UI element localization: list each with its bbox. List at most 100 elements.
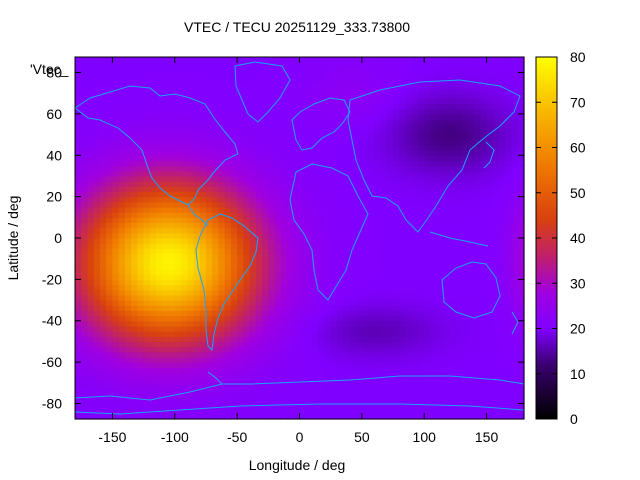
heatmap-cell bbox=[205, 253, 213, 260]
heatmap-cell bbox=[324, 67, 332, 74]
heatmap-cell bbox=[430, 300, 438, 306]
heatmap-cell bbox=[324, 387, 332, 394]
heatmap-cell bbox=[187, 238, 195, 244]
heatmap-cell bbox=[411, 284, 419, 291]
heatmap-cell bbox=[386, 227, 394, 234]
heatmap-cell bbox=[162, 129, 170, 136]
heatmap-cell bbox=[330, 72, 338, 79]
heatmap-cell bbox=[492, 129, 500, 136]
heatmap-cell bbox=[393, 150, 400, 156]
heatmap-cell bbox=[474, 258, 481, 265]
heatmap-cell bbox=[162, 325, 170, 332]
heatmap-cell bbox=[230, 346, 238, 353]
heatmap-cell bbox=[255, 382, 263, 389]
heatmap-cell bbox=[442, 165, 450, 172]
heatmap-cell bbox=[131, 248, 138, 255]
heatmap-cell bbox=[137, 315, 145, 322]
heatmap-cell bbox=[81, 181, 89, 187]
heatmap-cell bbox=[118, 408, 126, 415]
heatmap-cell bbox=[511, 294, 519, 301]
heatmap-cell bbox=[287, 274, 294, 280]
heatmap-cell bbox=[274, 341, 282, 348]
heatmap-cell bbox=[143, 263, 151, 270]
heatmap-cell bbox=[499, 129, 506, 136]
heatmap-cell bbox=[361, 227, 369, 234]
heatmap-cell bbox=[399, 186, 407, 193]
heatmap-cell bbox=[368, 310, 375, 317]
heatmap-cell bbox=[287, 279, 294, 286]
heatmap-cell bbox=[230, 336, 238, 343]
heatmap-cell bbox=[106, 300, 114, 306]
heatmap-cell bbox=[149, 144, 157, 151]
heatmap-cell bbox=[442, 346, 450, 353]
heatmap-cell bbox=[174, 398, 182, 405]
heatmap-cell bbox=[349, 279, 357, 286]
heatmap-cell bbox=[330, 93, 338, 99]
heatmap-cell bbox=[212, 134, 220, 141]
heatmap-cell bbox=[355, 243, 363, 249]
heatmap-cell bbox=[131, 320, 138, 327]
heatmap-cell bbox=[449, 377, 457, 384]
heatmap-cell bbox=[81, 175, 89, 182]
heatmap-cell bbox=[343, 284, 350, 291]
heatmap-cell bbox=[224, 129, 232, 136]
heatmap-cell bbox=[287, 62, 294, 68]
heatmap-cell bbox=[368, 403, 375, 410]
heatmap-cell bbox=[243, 300, 251, 306]
heatmap-cell bbox=[499, 119, 506, 125]
heatmap-cell bbox=[374, 294, 382, 301]
heatmap-cell bbox=[280, 222, 288, 229]
heatmap-cell bbox=[330, 175, 338, 182]
heatmap-cell bbox=[205, 170, 213, 177]
heatmap-cell bbox=[131, 155, 138, 162]
heatmap-cell bbox=[205, 248, 213, 255]
heatmap-cell bbox=[442, 320, 450, 327]
heatmap-cell bbox=[318, 294, 326, 301]
heatmap-cell bbox=[199, 274, 207, 280]
heatmap-cell bbox=[480, 155, 488, 162]
heatmap-cell bbox=[230, 201, 238, 208]
heatmap-cell bbox=[87, 62, 95, 68]
heatmap-cell bbox=[237, 186, 244, 193]
heatmap-cell bbox=[399, 160, 407, 167]
heatmap-cell bbox=[417, 356, 425, 363]
heatmap-cell bbox=[336, 77, 344, 84]
heatmap-cell bbox=[255, 129, 263, 136]
heatmap-cell bbox=[436, 253, 444, 260]
heatmap-cell bbox=[287, 103, 294, 110]
heatmap-cell bbox=[417, 408, 425, 415]
heatmap-cell bbox=[218, 67, 226, 74]
heatmap-cell bbox=[424, 320, 432, 327]
heatmap-cell bbox=[137, 336, 145, 343]
heatmap-cell bbox=[193, 144, 201, 151]
heatmap-cell bbox=[311, 119, 319, 125]
heatmap-cell bbox=[417, 134, 425, 141]
heatmap-cell bbox=[243, 331, 251, 337]
heatmap-cell bbox=[224, 206, 232, 213]
heatmap-cell bbox=[87, 67, 95, 74]
heatmap-cell bbox=[374, 351, 382, 358]
heatmap-cell bbox=[212, 372, 220, 379]
heatmap-cell bbox=[218, 88, 226, 94]
heatmap-cell bbox=[311, 201, 319, 208]
heatmap-cell bbox=[355, 294, 363, 301]
heatmap-cell bbox=[511, 82, 519, 89]
heatmap-cell bbox=[492, 88, 500, 94]
heatmap-cell bbox=[436, 258, 444, 265]
heatmap-cell bbox=[218, 315, 226, 322]
heatmap-cell bbox=[93, 362, 101, 368]
heatmap-cell bbox=[324, 124, 332, 130]
heatmap-cell bbox=[492, 279, 500, 286]
heatmap-cell bbox=[274, 212, 282, 218]
heatmap-cell bbox=[112, 387, 120, 394]
heatmap-cell bbox=[499, 93, 506, 99]
heatmap-cell bbox=[224, 346, 232, 353]
heatmap-cell bbox=[274, 248, 282, 255]
heatmap-cell bbox=[330, 144, 338, 151]
heatmap-cell bbox=[380, 294, 388, 301]
heatmap-cell bbox=[393, 248, 400, 255]
heatmap-cell bbox=[193, 362, 201, 368]
heatmap-cell bbox=[343, 155, 350, 162]
heatmap-cell bbox=[293, 206, 301, 213]
heatmap-cell bbox=[187, 98, 195, 105]
